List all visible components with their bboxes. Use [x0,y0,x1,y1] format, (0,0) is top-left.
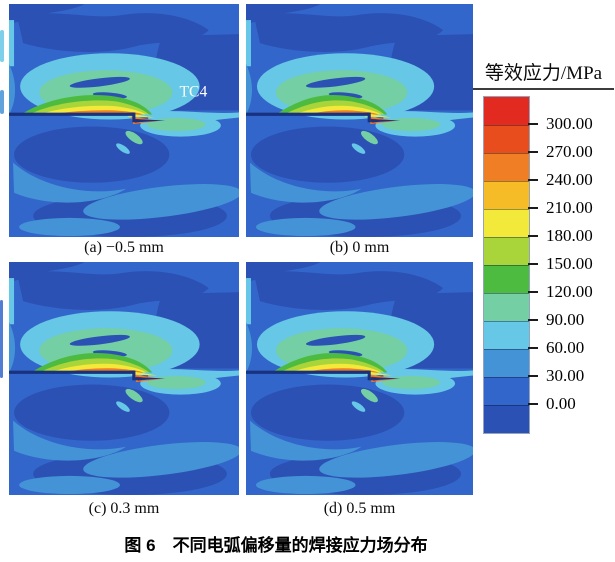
colorbar-tick: 60.00 [528,338,584,358]
tick-label: 120.00 [546,282,593,301]
colorbar-segment [484,349,529,377]
material-label: TC4 [179,83,207,100]
stress-contour-plot-b [246,4,473,237]
tick-mark [528,347,538,349]
tick-mark [528,263,538,265]
tick-label: 0.00 [546,394,576,413]
colorbar-tick: 180.00 [528,226,593,246]
panel-d-label: (d) 0.5 mm [323,500,396,517]
colorbar-segment [484,237,529,265]
colorbar [483,96,530,434]
panel-c-label: (c) 0.3 mm [88,500,160,517]
tick-mark [528,123,538,125]
stress-contour-svg: TC4 [9,4,239,237]
colorbar-segment [484,377,529,405]
panel-b-label: (b) 0 mm [329,239,390,256]
edge-artifact [0,90,4,114]
colorbar-segment [484,153,529,181]
colorbar-segment [484,321,529,349]
colorbar-tick: 240.00 [528,170,593,190]
colorbar-segment [484,97,529,125]
colorbar-title: 等效应力/MPa [484,63,603,84]
panel-a-label: (a) −0.5 mm [84,239,164,256]
legend-divider [473,88,614,90]
tick-label: 30.00 [546,366,585,385]
tick-label: 210.00 [546,198,593,217]
colorbar-tick: 90.00 [528,310,584,330]
tick-mark [528,291,538,293]
colorbar-tick: 270.00 [528,142,593,162]
edge-artifact [0,300,3,378]
tick-label: 180.00 [546,226,593,245]
tick-label: 150.00 [546,254,593,273]
colorbar-segment [484,125,529,153]
colorbar-segment [484,209,529,237]
stress-contour-plot-a: TC4 [9,4,239,237]
tick-label: 240.00 [546,170,593,189]
colorbar-tick: 300.00 [528,114,593,134]
tick-mark [528,179,538,181]
stress-contour-svg [246,4,473,237]
tick-mark [528,403,538,405]
colorbar-tick: 0.00 [528,394,576,414]
tick-mark [528,235,538,237]
figure-caption: 图 6 不同电弧偏移量的焊接应力场分布 [124,536,428,555]
tick-label: 270.00 [546,142,593,161]
colorbar-tick: 30.00 [528,366,584,386]
colorbar-tick: 120.00 [528,282,593,302]
tick-label: 60.00 [546,338,585,357]
colorbar-segment [484,265,529,293]
tick-mark [528,207,538,209]
edge-artifact [0,30,4,62]
colorbar-segment [484,181,529,209]
colorbar-tick: 150.00 [528,254,593,274]
stress-contour-plot-c [9,262,239,495]
colorbar-segment [484,405,529,433]
colorbar-ticks: 300.00 270.00 240.00 210.00 180.00 150.00 120.… [528,96,615,432]
stress-contour-svg [246,262,473,495]
stress-contour-svg [9,262,239,495]
tick-label: 90.00 [546,310,585,329]
colorbar-segment [484,293,529,321]
tick-mark [528,319,538,321]
tick-label: 300.00 [546,114,593,133]
tick-mark [528,151,538,153]
tick-mark [528,375,538,377]
colorbar-tick: 210.00 [528,198,593,218]
stress-contour-plot-d [246,262,473,495]
